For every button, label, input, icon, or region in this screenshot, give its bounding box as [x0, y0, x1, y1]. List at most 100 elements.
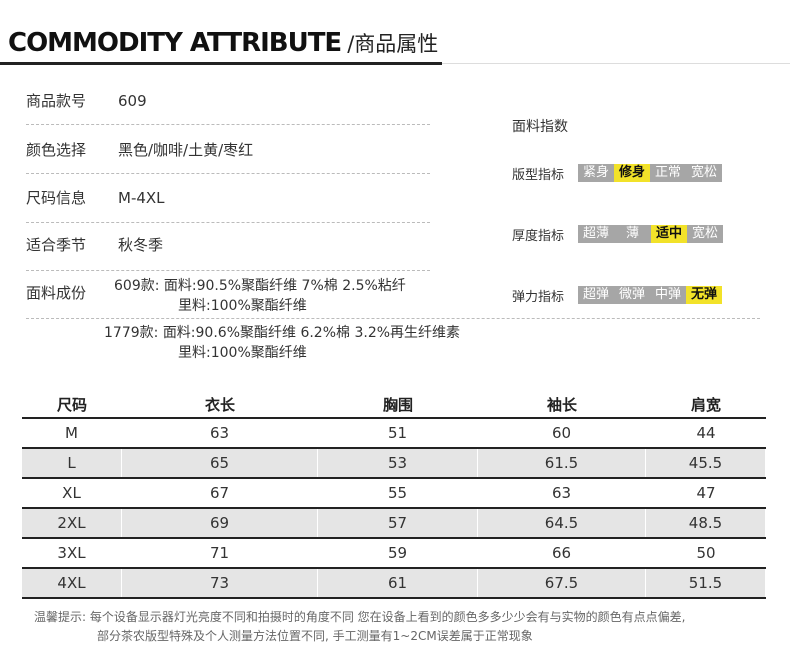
- table-cell: 69: [122, 509, 318, 537]
- index-row-thickness: 厚度指标 超薄 薄 适中 宽松: [512, 225, 724, 244]
- index-option: 宽松: [692, 226, 719, 241]
- table-row: M 63 51 60 44: [22, 419, 766, 449]
- divider: [26, 124, 430, 125]
- index-label: 厚度指标: [512, 228, 565, 244]
- table-header-cell: 衣长: [204, 396, 235, 414]
- table-cell: 2XL: [22, 509, 122, 537]
- attr-value: 黑色/咖啡/土黄/枣红: [118, 141, 254, 159]
- table-header: 尺码 衣长 胸围 袖长 肩宽: [22, 392, 766, 419]
- note-line-1: 温馨提示: 每个设备显示器灯光亮度不同和拍摄时的角度不同 您在设备上看到的颜色多…: [34, 610, 686, 624]
- attr-label: 尺码信息: [26, 189, 87, 207]
- header-title-cn: /商品属性: [347, 32, 439, 56]
- attr-label: 适合季节: [26, 236, 87, 254]
- table-cell: 51: [318, 419, 478, 447]
- table-cell: 50: [696, 544, 716, 562]
- fabric-code: 1779款:: [104, 325, 159, 341]
- index-option: 超薄: [583, 226, 610, 241]
- table-cell: 60: [478, 419, 646, 447]
- table-cell: 45.5: [646, 449, 766, 477]
- index-option: 正常: [655, 165, 682, 180]
- attr-value: M-4XL: [118, 188, 165, 207]
- table-cell: 61.5: [478, 449, 646, 477]
- index-option: 紧身: [583, 165, 610, 180]
- table-cell: L: [22, 449, 122, 477]
- index-option-selected: 修身: [614, 164, 651, 182]
- index-option-selected: 无弹: [686, 286, 723, 304]
- table-header-cell: 尺码: [56, 396, 87, 414]
- table-cell: 61: [318, 569, 478, 597]
- fabric-609: 609款: 面料:90.5%聚酯纤维 7%棉 2.5%粘纤: [114, 276, 406, 296]
- attr-row-fabric: 面料成份: [26, 282, 118, 303]
- fabric-line: 里料:100%聚酯纤维: [178, 298, 307, 314]
- attr-row-color: 颜色选择 黑色/咖啡/土黄/枣红: [26, 139, 253, 160]
- note-line-2: 部分茶农版型特殊及个人测量方法位置不同, 手工测量有1~2CM误差属于正常现象: [97, 629, 533, 643]
- divider: [26, 318, 760, 319]
- fabric-line: 面料:90.5%聚酯纤维 7%棉 2.5%粘纤: [163, 278, 406, 294]
- table-cell: 64.5: [478, 509, 646, 537]
- table-cell: 44: [696, 424, 716, 442]
- index-option-selected: 适中: [651, 225, 688, 243]
- index-label: 版型指标: [512, 167, 565, 183]
- table-row: 3XL 71 59 66 50: [22, 539, 766, 569]
- fabric-1779-lining: 里料:100%聚酯纤维: [178, 343, 307, 363]
- table-header-cell: 肩宽: [690, 396, 721, 414]
- table-cell: 3XL: [22, 539, 122, 567]
- table-cell: 4XL: [22, 569, 122, 597]
- attr-label: 面料成份: [26, 284, 87, 302]
- table-cell: 67.5: [478, 569, 646, 597]
- attr-label: 颜色选择: [26, 141, 87, 159]
- table-cell: 53: [318, 449, 478, 477]
- indices-title: 面料指数: [512, 119, 568, 135]
- table-cell: 63: [122, 419, 318, 447]
- table-cell: M: [22, 419, 122, 447]
- index-option: 超弹: [583, 287, 610, 302]
- table-cell: 73: [122, 569, 318, 597]
- table-cell: 65: [122, 449, 318, 477]
- header-underline: [0, 62, 442, 65]
- fabric-1779: 1779款: 面料:90.6%聚酯纤维 6.2%棉 3.2%再生纤维素: [104, 323, 460, 343]
- table-cell: 48.5: [646, 509, 766, 537]
- attr-value: 609: [118, 91, 147, 110]
- table-cell: 51.5: [646, 569, 766, 597]
- table-row: 4XL 73 61 67.5 51.5: [22, 569, 766, 599]
- table-cell: 57: [318, 509, 478, 537]
- table-row: L 65 53 61.5 45.5: [22, 449, 766, 479]
- index-option: 中弹: [655, 287, 682, 302]
- index-label: 弹力指标: [512, 289, 565, 305]
- size-table: 尺码 衣长 胸围 袖长 肩宽 M 63 51 60 44 L 65 53 61.…: [22, 392, 766, 599]
- table-cell: 66: [478, 539, 646, 567]
- table-cell: 67: [122, 479, 318, 507]
- attr-row-season: 适合季节 秋冬季: [26, 234, 163, 255]
- table-cell: 63: [478, 479, 646, 507]
- attr-row-style-number: 商品款号 609: [26, 90, 147, 111]
- index-row-fit: 版型指标 紧身 修身 正常 宽松: [512, 164, 723, 183]
- fabric-line: 里料:100%聚酯纤维: [178, 345, 307, 361]
- table-cell: XL: [22, 479, 122, 507]
- fabric-line: 面料:90.6%聚酯纤维 6.2%棉 3.2%再生纤维素: [162, 325, 461, 341]
- divider: [26, 222, 430, 223]
- attr-label: 商品款号: [26, 92, 87, 110]
- fabric-code: 609款:: [114, 278, 160, 294]
- header-title-en: COMMODITY ATTRIBUTE: [8, 28, 342, 58]
- table-cell: 71: [122, 539, 318, 567]
- table-cell: 55: [318, 479, 478, 507]
- index-option: 薄: [626, 226, 640, 241]
- index-option: 宽松: [691, 165, 718, 180]
- index-row-elasticity: 弹力指标 超弹 微弹 中弹 无弹: [512, 286, 723, 305]
- table-row: 2XL 69 57 64.5 48.5: [22, 509, 766, 539]
- index-options: 超薄 薄 适中 宽松: [578, 225, 724, 243]
- table-row: XL 67 55 63 47: [22, 479, 766, 509]
- table-cell: 59: [318, 539, 478, 567]
- table-header-cell: 袖长: [546, 396, 577, 414]
- header-divider: [442, 63, 790, 64]
- table-header-cell: 胸围: [382, 396, 413, 414]
- page-header: COMMODITY ATTRIBUTE /商品属性: [8, 28, 438, 60]
- divider: [26, 270, 430, 271]
- attr-value: 秋冬季: [118, 236, 164, 254]
- fabric-609-lining: 里料:100%聚酯纤维: [178, 296, 307, 316]
- table-cell: 47: [696, 484, 716, 502]
- attr-row-size: 尺码信息 M-4XL: [26, 187, 165, 208]
- divider: [26, 173, 430, 174]
- index-option: 微弹: [619, 287, 646, 302]
- index-options: 紧身 修身 正常 宽松: [578, 164, 723, 182]
